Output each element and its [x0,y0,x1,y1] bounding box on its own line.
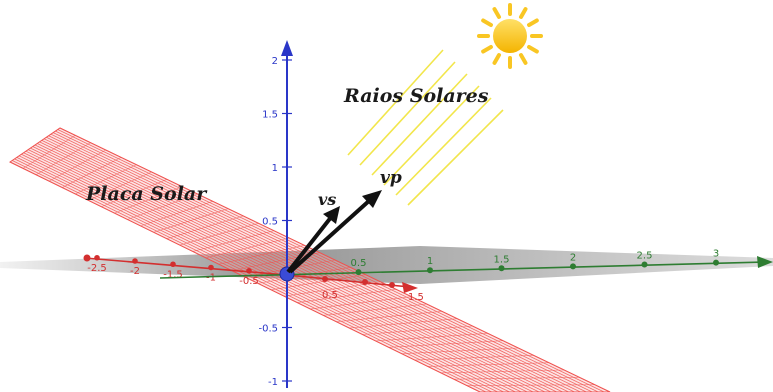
z-tick-label: -0.5 [258,324,278,335]
sun-icon [477,3,543,69]
solar-ray [407,109,504,206]
solar-panel-label: Placa Solar [85,183,208,205]
x-axis-arrow-icon [757,256,773,268]
z-tick-label: -1 [268,377,278,388]
x-tick-point [427,267,433,274]
sun-ray-icon [492,7,501,19]
y-tick-point [170,261,176,268]
y-tick-label: -2.5 [87,263,107,274]
sun-ray-icon [492,53,501,65]
y-tick-point [362,279,368,285]
x-tick-point [355,269,362,276]
vector-vs [286,206,340,274]
x-tick-label: 1.5 [494,254,510,265]
solar-ray [395,97,492,196]
solar-rays-label: Raios Solares [343,85,489,107]
x-tick-point [570,263,576,270]
solar-rays [347,49,504,206]
y-tick-point [94,254,100,261]
x-tick-point [713,259,719,266]
xy-plane [0,246,773,284]
vp-arrowhead-icon [362,190,382,208]
solar-ray [383,85,480,186]
y-tick-label: -1 [206,273,216,284]
z-axis [281,40,293,388]
x-tick-point [641,261,648,268]
vs-label: vs [318,190,336,209]
y-tick-point [389,282,395,288]
vs-arrowhead-icon [323,206,340,224]
sun-ray-icon [481,18,493,27]
z-tick-label: 1.5 [262,110,278,121]
y-tick-label: -0.5 [239,276,259,287]
y-tick-point [132,258,138,264]
x-axis [159,256,773,279]
y-tick-point [208,264,214,271]
z-tick-label: 1 [272,163,278,174]
y-near-label-2: 1.5 [408,292,424,303]
origin-labels: 0.5 1.5 [322,290,424,303]
sun-ray-icon [527,18,539,27]
z-tick-label: 0.5 [262,217,278,228]
sun-disc-icon [493,19,527,53]
x-tick-label: 1 [427,256,433,267]
solar-ray [359,61,456,166]
y-tick-point [322,276,328,282]
z-axis-ticks: 2 1.5 1 0.5 -0.5 -1 [258,56,292,388]
vp-label: vp [380,168,402,188]
x-tick-point [498,265,505,272]
x-tick-label: 2 [570,252,576,263]
y-near-label-1: 0.5 [322,290,338,301]
sun-ray-icon [527,45,539,54]
solar-ray [371,73,468,176]
sun-ray-icon [481,45,493,54]
y-axis-ticks: -2.5 -2 -1.5 -1 -0.5 [87,254,395,288]
sun-ray-icon [519,7,528,19]
y-tick-point [246,267,252,274]
x-axis-ticks: 0.5 1 1.5 2 2.5 3 [351,249,719,276]
sun-ray-icon [519,53,528,65]
z-tick-label: 2 [272,56,278,67]
y-tick-label: -2 [130,266,140,277]
x-tick-label: 0.5 [351,258,367,269]
x-tick-label: 3 [713,249,719,260]
y-axis-arrow-icon [402,282,418,293]
solar-ray [347,49,444,156]
x-tick-label: 2.5 [637,251,653,262]
vector-vp [288,190,382,274]
z-axis-arrow-icon [281,40,293,56]
y-tick-label: -1.5 [163,269,183,280]
